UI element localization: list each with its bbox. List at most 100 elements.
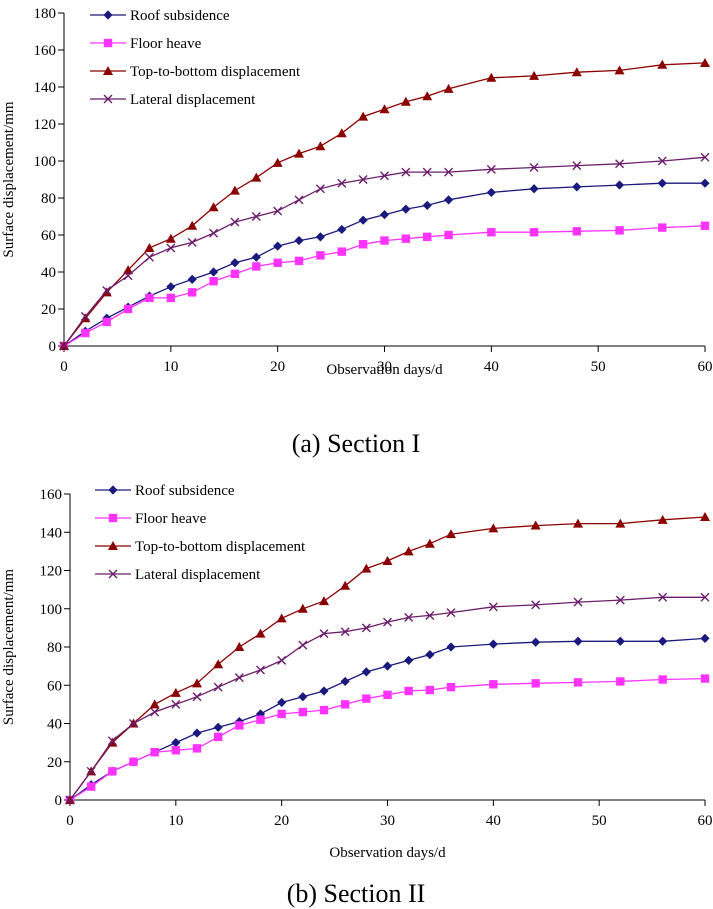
data-point-1	[315, 232, 325, 242]
legend-label: Floor heave	[135, 511, 207, 527]
data-point-2	[86, 782, 96, 791]
data-point-1	[81, 328, 90, 338]
data-point-1	[316, 251, 325, 260]
data-point-2	[108, 541, 118, 550]
data-point-1	[252, 262, 261, 271]
data-point-1	[294, 256, 304, 266]
data-point-1	[358, 111, 369, 121]
legend: Roof subsidence Floor heave Top-to-bottom …	[90, 8, 301, 108]
data-point-1	[529, 228, 539, 237]
data-point-1	[700, 57, 710, 67]
data-point-2	[108, 767, 117, 776]
data-point-1	[615, 226, 624, 235]
series-line	[63, 182, 705, 347]
data-point-2	[255, 628, 266, 638]
data-point-2	[213, 682, 223, 692]
y-tick-label: 60	[41, 228, 56, 244]
y-axis-title: Surface displacement/mm	[1, 101, 17, 258]
data-point-1	[208, 202, 219, 212]
data-point-2	[213, 732, 223, 742]
data-point-1	[487, 228, 496, 237]
data-point-2	[425, 610, 435, 620]
data-point-2	[573, 518, 583, 528]
data-point-2	[404, 686, 413, 696]
x-tick-label: 50	[592, 813, 607, 829]
x-tick-label: 30	[377, 359, 392, 375]
data-point-2	[425, 650, 435, 660]
data-point-2	[488, 523, 499, 533]
data-point-2	[403, 546, 414, 556]
data-point-1	[272, 157, 283, 167]
chart-section-1: 0 20 40 60 80 100 120 140 160 180 0 10 20 30 40 50 60 Obs…	[1, 6, 713, 458]
data-point-1	[187, 237, 197, 247]
data-point-2	[446, 642, 456, 652]
data-point-1	[572, 182, 582, 192]
data-point-2	[530, 520, 541, 530]
data-point-2	[277, 697, 287, 708]
data-point-2	[108, 485, 118, 495]
data-point-2	[531, 679, 540, 688]
series-2	[59, 221, 710, 351]
data-point-2	[446, 529, 456, 539]
data-point-1	[614, 180, 625, 190]
data-point-1	[229, 185, 240, 195]
data-point-1	[657, 59, 668, 69]
data-point-2	[404, 612, 414, 622]
data-point-2	[616, 677, 625, 686]
data-point-2	[657, 514, 668, 524]
data-point-2	[213, 722, 223, 732]
data-point-2	[276, 613, 287, 623]
data-point-1	[422, 200, 432, 210]
data-point-1	[444, 195, 454, 205]
data-point-1	[273, 241, 283, 251]
data-point-2	[658, 592, 668, 602]
y-tick-label: 40	[41, 265, 56, 281]
data-point-1	[103, 38, 113, 48]
data-point-2	[424, 538, 435, 548]
data-point-2	[446, 608, 456, 618]
data-point-1	[486, 164, 496, 174]
data-point-1	[187, 220, 198, 230]
x-tick-label: 60	[698, 813, 713, 829]
x-tick-label: 60	[698, 359, 713, 375]
data-point-2	[319, 686, 329, 696]
data-point-1	[102, 317, 111, 327]
data-point-1	[529, 70, 540, 80]
series-1	[65, 633, 710, 805]
data-point-2	[531, 600, 541, 610]
data-point-2	[149, 699, 160, 709]
data-point-2	[573, 597, 583, 607]
data-point-1	[529, 184, 539, 194]
data-point-2	[256, 665, 265, 675]
data-point-1	[337, 247, 346, 256]
data-point-1	[166, 243, 176, 253]
data-point-2	[86, 766, 96, 776]
data-point-1	[443, 83, 454, 93]
data-point-1	[294, 195, 304, 205]
data-point-1	[700, 152, 710, 162]
data-point-2	[170, 687, 181, 697]
data-point-1	[572, 227, 581, 236]
data-point-2	[256, 715, 265, 724]
data-point-2	[319, 629, 329, 639]
data-point-1	[700, 178, 710, 188]
x-tick-label: 50	[591, 359, 606, 375]
y-tick-label: 120	[34, 117, 57, 133]
data-point-1	[444, 167, 454, 177]
data-point-1	[401, 204, 411, 214]
data-point-1	[209, 228, 219, 238]
legend-label: Lateral displacement	[135, 567, 261, 583]
data-point-2	[298, 692, 308, 702]
data-point-1	[422, 91, 433, 101]
data-point-2	[361, 623, 371, 633]
data-point-1	[103, 66, 113, 75]
data-point-1	[294, 235, 304, 246]
data-point-2	[297, 603, 308, 613]
figure-caption: (a) Section I	[292, 429, 421, 458]
y-tick-label: 40	[47, 717, 62, 733]
data-point-2	[150, 747, 159, 757]
data-point-2	[700, 511, 710, 521]
figure-caption: (b) Section II	[287, 879, 426, 908]
data-point-1	[700, 221, 710, 230]
y-tick-label: 80	[41, 191, 56, 207]
